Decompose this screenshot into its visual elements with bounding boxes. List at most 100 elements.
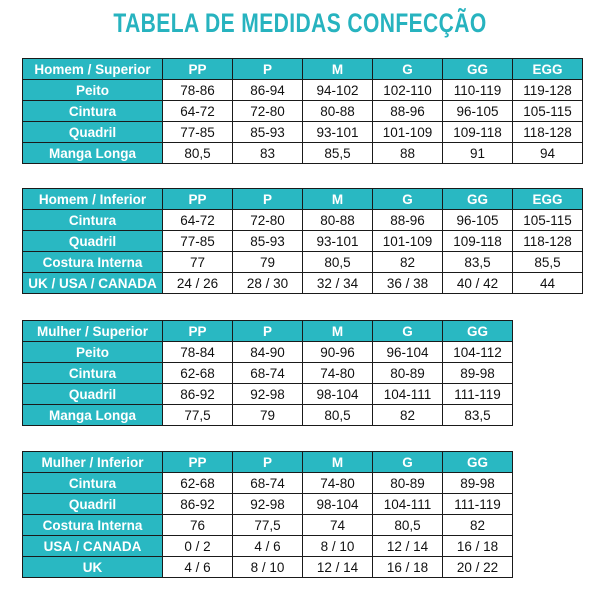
size-header-cell: G <box>372 320 443 342</box>
table-row: Manga Longa 77,5 79 80,5 82 83,5 <box>22 404 513 426</box>
table-row: Costura Interna 76 77,5 74 80,5 82 <box>22 514 513 536</box>
measurement-cell: 28 / 30 <box>232 272 303 294</box>
table-header-row: Homem / Superior PP P M G GG EGG <box>22 58 583 80</box>
measurement-cell: 92-98 <box>232 493 303 515</box>
measurement-cell: 80-88 <box>302 100 373 122</box>
measurement-cell: 40 / 42 <box>442 272 513 294</box>
measurement-cell: 105-115 <box>512 209 583 231</box>
row-label: Quadril <box>22 493 163 515</box>
measurement-cell: 96-105 <box>442 209 513 231</box>
measurement-cell: 83,5 <box>442 251 513 273</box>
measurement-cell: 4 / 6 <box>232 535 303 557</box>
measurement-cell: 16 / 18 <box>442 535 513 557</box>
size-header-cell: G <box>372 58 443 80</box>
measurement-cell: 88-96 <box>372 100 443 122</box>
table-row: Quadril 86-92 92-98 98-104 104-111 111-119 <box>22 383 513 405</box>
measurement-cell: 98-104 <box>302 383 373 405</box>
table-corner-label: Homem / Superior <box>22 58 163 80</box>
measurement-cell: 8 / 10 <box>302 535 373 557</box>
size-header-cell: P <box>232 188 303 210</box>
measurement-cell: 32 / 34 <box>302 272 373 294</box>
measurement-cell: 79 <box>232 251 303 273</box>
measurement-cell: 82 <box>372 404 443 426</box>
measurement-cell: 74-80 <box>302 362 373 384</box>
measurement-cell: 85,5 <box>302 142 373 164</box>
table-row: Quadril 77-85 85-93 93-101 101-109 109-118 118… <box>22 230 583 252</box>
measurement-cell: 92-98 <box>232 383 303 405</box>
measurement-cell: 64-72 <box>162 209 233 231</box>
measurement-cell: 111-119 <box>442 383 513 405</box>
measurement-cell: 80,5 <box>162 142 233 164</box>
table-header-row: Mulher / Inferior PP P M G GG <box>22 451 513 473</box>
size-header-cell: PP <box>162 320 233 342</box>
measurement-cell: 119-128 <box>512 79 583 101</box>
measurement-cell: 83 <box>232 142 303 164</box>
measurement-cell: 24 / 26 <box>162 272 233 294</box>
size-header-cell: M <box>302 320 373 342</box>
table-row: Manga Longa 80,5 83 85,5 88 91 94 <box>22 142 583 164</box>
table-header-row: Mulher / Superior PP P M G GG <box>22 320 513 342</box>
measurement-cell: 85-93 <box>232 121 303 143</box>
table-header-row: Homem / Inferior PP P M G GG EGG <box>22 188 583 210</box>
measurement-cell: 102-110 <box>372 79 443 101</box>
measurement-cell: 86-94 <box>232 79 303 101</box>
table-row: Peito 78-84 84-90 90-96 96-104 104-112 <box>22 341 513 363</box>
table-row: Costura Interna 77 79 80,5 82 83,5 85,5 <box>22 251 583 273</box>
row-label: Quadril <box>22 121 163 143</box>
measurement-cell: 96-104 <box>372 341 443 363</box>
size-header-cell: M <box>302 58 373 80</box>
page-title: TABELA DE MEDIDAS CONFECÇÃO <box>113 8 487 38</box>
measurement-cell: 94 <box>512 142 583 164</box>
table-row: Cintura 62-68 68-74 74-80 80-89 89-98 <box>22 472 513 494</box>
measurement-cell: 77 <box>162 251 233 273</box>
measurement-cell: 104-111 <box>372 383 443 405</box>
row-label: UK <box>22 556 163 578</box>
measurement-cell: 44 <box>512 272 583 294</box>
measurement-cell: 77-85 <box>162 121 233 143</box>
measurement-cell: 80,5 <box>302 404 373 426</box>
measurement-cell: 8 / 10 <box>232 556 303 578</box>
measurement-cell: 79 <box>232 404 303 426</box>
size-table-homem-superior: Homem / Superior PP P M G GG EGG Peito 78-86 86-9… <box>22 58 583 164</box>
measurement-cell: 20 / 22 <box>442 556 513 578</box>
measurement-cell: 72-80 <box>232 100 303 122</box>
measurement-cell: 64-72 <box>162 100 233 122</box>
measurement-cell: 90-96 <box>302 341 373 363</box>
measurement-cell: 104-111 <box>372 493 443 515</box>
measurement-cell: 12 / 14 <box>372 535 443 557</box>
measurement-cell: 104-112 <box>442 341 513 363</box>
size-header-cell: P <box>232 451 303 473</box>
measurement-cell: 82 <box>442 514 513 536</box>
measurement-cell: 86-92 <box>162 383 233 405</box>
measurement-cell: 80-89 <box>372 362 443 384</box>
measurement-cell: 118-128 <box>512 230 583 252</box>
measurement-cell: 89-98 <box>442 472 513 494</box>
measurement-cell: 80,5 <box>372 514 443 536</box>
measurement-cell: 80,5 <box>302 251 373 273</box>
row-label: Manga Longa <box>22 142 163 164</box>
measurement-cell: 16 / 18 <box>372 556 443 578</box>
table-corner-label: Homem / Inferior <box>22 188 163 210</box>
size-header-cell: G <box>372 451 443 473</box>
measurement-cell: 88 <box>372 142 443 164</box>
size-header-cell: P <box>232 320 303 342</box>
measurement-cell: 78-84 <box>162 341 233 363</box>
measurement-cell: 0 / 2 <box>162 535 233 557</box>
measurement-cell: 68-74 <box>232 362 303 384</box>
measurement-cell: 84-90 <box>232 341 303 363</box>
measurement-cell: 86-92 <box>162 493 233 515</box>
measurement-cell: 62-68 <box>162 362 233 384</box>
row-label: Peito <box>22 79 163 101</box>
measurement-cell: 80-89 <box>372 472 443 494</box>
size-header-cell: EGG <box>512 58 583 80</box>
measurement-cell: 101-109 <box>372 230 443 252</box>
row-label: Costura Interna <box>22 251 163 273</box>
row-label: Cintura <box>22 209 163 231</box>
measurement-cell: 118-128 <box>512 121 583 143</box>
size-header-cell: G <box>372 188 443 210</box>
measurement-cell: 96-105 <box>442 100 513 122</box>
row-label: Quadril <box>22 230 163 252</box>
measurement-cell: 89-98 <box>442 362 513 384</box>
measurement-cell: 101-109 <box>372 121 443 143</box>
